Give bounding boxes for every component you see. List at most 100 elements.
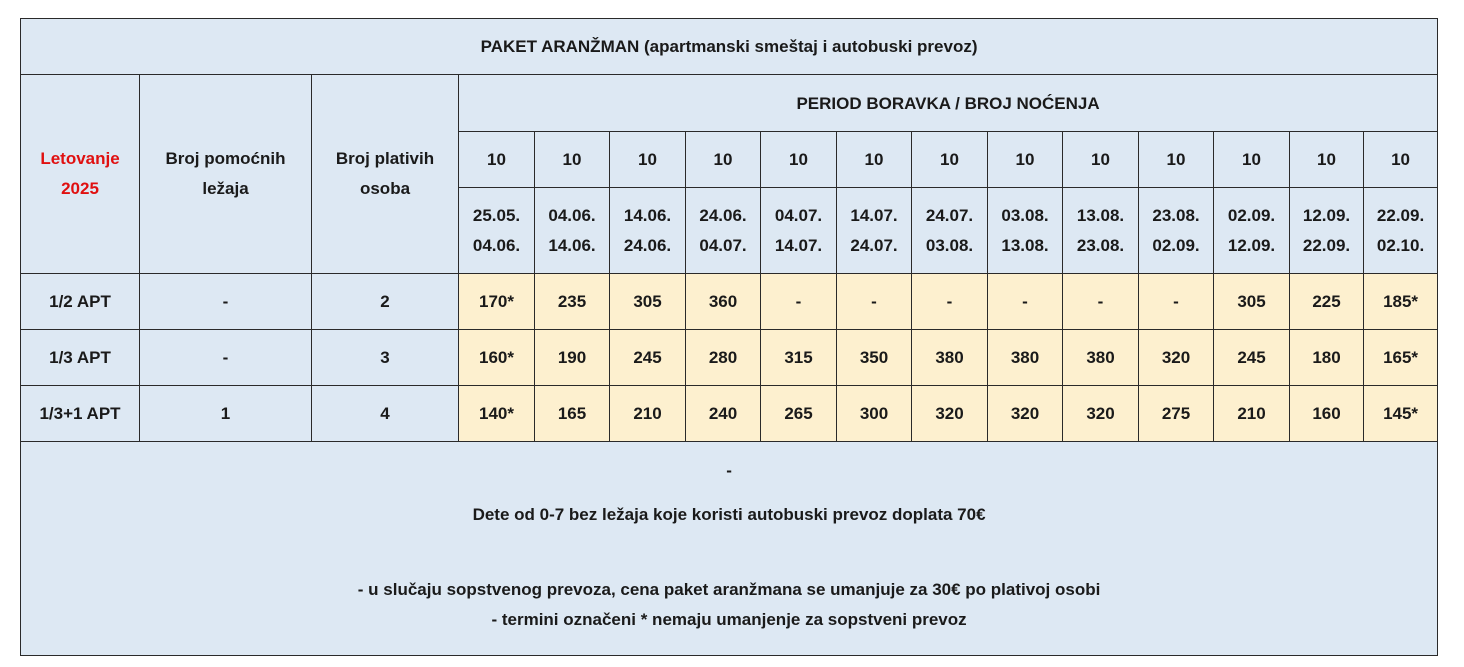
period-cell: 24.06. 04.07. <box>685 187 761 274</box>
period-from: 24.06. <box>699 205 747 225</box>
period-to: 14.07. <box>774 235 823 255</box>
nights-cell: 10 <box>987 131 1063 188</box>
period-from: 12.09. <box>1302 205 1351 225</box>
period-cell: 22.09. 02.10. <box>1362 187 1439 274</box>
price-cell: - <box>1138 273 1214 330</box>
period-from: 13.08. <box>1076 205 1125 225</box>
nights-cell: 10 <box>836 131 912 188</box>
nights-cell: 10 <box>534 131 610 188</box>
header-row: Letovanje 2025 Broj pomoćnih ležaja Broj… <box>20 74 1439 274</box>
period-from: 25.05. <box>472 205 521 225</box>
period-cell: 13.08. 23.08. <box>1062 187 1139 274</box>
nights-row: 10 10 10 10 10 10 10 10 10 10 10 10 10 <box>21 131 1439 188</box>
period-cell: 04.07. 14.07. <box>760 187 837 274</box>
period-cell: 12.09. 22.09. <box>1289 187 1364 274</box>
period-from: 14.06. <box>623 205 672 225</box>
period-from: 23.08. <box>1152 205 1200 225</box>
table-row: 1/2 APT -2 170* 235 305 360- - - - - -305 225 185* <box>20 273 1439 330</box>
period-cell: 04.06. 14.06. <box>534 187 610 274</box>
period-to: 22.09. <box>1302 235 1351 255</box>
period-cell: 25.05. 04.06. <box>458 187 535 274</box>
notes-child: Dete od 0-7 bez ležaja koje koristi auto… <box>472 505 986 524</box>
price-cell: 305 <box>609 273 686 330</box>
season-year: 2025 <box>61 179 99 198</box>
nights-cell: 10 <box>1362 131 1439 188</box>
price-cell: 190 <box>534 329 610 386</box>
period-from: 22.09. <box>1376 205 1425 225</box>
price-cell: 350 <box>836 329 912 386</box>
price-table: PAKET ARANŽMAN (apartmanski smeštaj i au… <box>19 18 1439 656</box>
aux-beds-cell: - <box>139 329 312 386</box>
price-cell: 240 <box>685 385 761 442</box>
nights-cell: 10 <box>685 131 761 188</box>
period-from: 14.07. <box>850 205 898 225</box>
table-row: 1/3 APT -3 160* 190 245 280 315 350 380 380 380 320… <box>20 329 1439 386</box>
period-to: 23.08. <box>1076 235 1125 255</box>
price-cell: - <box>760 273 837 330</box>
period-to: 24.07. <box>850 235 898 255</box>
apartment-type-cell: 1/3 APT <box>20 329 140 386</box>
apartment-type-cell: 1/2 APT <box>20 273 140 330</box>
paying-persons-header: Broj plativih osoba <box>311 74 459 274</box>
season-cell: Letovanje 2025 <box>20 74 140 274</box>
period-to: 03.08. <box>925 235 974 255</box>
paying-persons-cell: 4 <box>311 385 459 442</box>
period-cell: 14.06. 24.06. <box>609 187 686 274</box>
nights-cell: 10 <box>1289 131 1364 188</box>
period-cell: 23.08. 02.09. <box>1138 187 1214 274</box>
price-cell: - <box>1062 273 1139 330</box>
periods-row: 25.05. 04.06. 04.06. 14.06. 14.06. 24.06. 24.0… <box>21 187 1439 274</box>
price-cell: 165 <box>534 385 610 442</box>
price-cell: 320 <box>911 385 988 442</box>
price-cell: 380 <box>1062 329 1139 386</box>
season-label: Letovanje <box>40 149 120 168</box>
price-table-container: PAKET ARANŽMAN (apartmanski smeštaj i au… <box>19 18 1439 656</box>
paying-persons-cell: 3 <box>311 329 459 386</box>
period-cell: 03.08. 13.08. <box>987 187 1063 274</box>
price-cell: 165* <box>1362 329 1439 386</box>
price-cell: 275 <box>1138 385 1214 442</box>
period-header: PERIOD BORAVKA / BROJ NOĆENJA <box>457 74 1439 132</box>
period-cell: 02.09. 12.09. <box>1213 187 1290 274</box>
price-cell: 245 <box>1213 329 1290 386</box>
period-from: 24.07. <box>925 205 974 225</box>
price-cell: 170* <box>458 273 535 330</box>
period-to: 02.10. <box>1376 235 1425 255</box>
notes-marked: - termini označeni * nemaju umanjenje za… <box>491 610 967 629</box>
aux-beds-cell: - <box>139 273 312 330</box>
nights-cell: 10 <box>911 131 988 188</box>
price-cell: 180 <box>1289 329 1364 386</box>
price-cell: 160* <box>458 329 535 386</box>
period-to: 13.08. <box>1001 235 1049 255</box>
nights-cell: 10 <box>609 131 686 188</box>
notes-own-transport: - u slučaju sopstvenog prevoza, cena pak… <box>357 580 1101 599</box>
notes-row: - Dete od 0-7 bez ležaja koje koristi aut… <box>19 441 1439 656</box>
table-title: PAKET ARANŽMAN (apartmanski smeštaj i au… <box>19 18 1439 75</box>
price-cell: 380 <box>987 329 1063 386</box>
period-to: 24.06. <box>623 235 672 255</box>
price-cell: 145* <box>1362 385 1439 442</box>
paying-persons-cell: 2 <box>311 273 459 330</box>
price-cell: 225 <box>1289 273 1364 330</box>
price-cell: - <box>911 273 988 330</box>
apartment-type-cell: 1/3+1 APT <box>20 385 140 442</box>
aux-beds-header: Broj pomoćnih ležaja <box>139 74 312 274</box>
price-cell: 300 <box>836 385 912 442</box>
period-to: 04.06. <box>472 235 521 255</box>
price-cell: 160 <box>1289 385 1364 442</box>
price-cell: 315 <box>760 329 837 386</box>
notes-dash: - <box>726 461 732 480</box>
price-cell: 305 <box>1213 273 1290 330</box>
price-cell: - <box>836 273 912 330</box>
period-to: 12.09. <box>1227 235 1276 255</box>
period-cell: 14.07. 24.07. <box>836 187 912 274</box>
title-row: PAKET ARANŽMAN (apartmanski smeštaj i au… <box>19 18 1439 75</box>
price-cell: 210 <box>609 385 686 442</box>
nights-cell: 10 <box>1062 131 1139 188</box>
price-cell: 280 <box>685 329 761 386</box>
period-from: 03.08. <box>1001 205 1049 225</box>
price-cell: 235 <box>534 273 610 330</box>
period-from: 02.09. <box>1227 205 1276 225</box>
price-cell: 140* <box>458 385 535 442</box>
nights-cell: 10 <box>458 131 535 188</box>
